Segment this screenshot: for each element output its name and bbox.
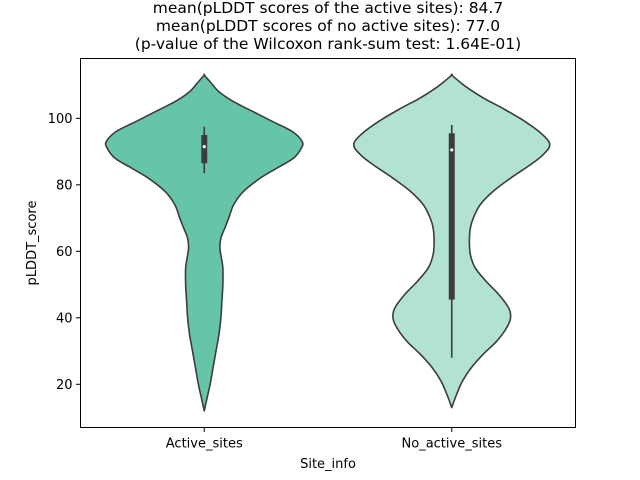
iqr-box: [201, 134, 208, 164]
chart-title: mean(pLDDT scores of the active sites): …: [135, 0, 521, 53]
x-tick-label: No_active_sites: [402, 437, 503, 452]
median-point: [450, 148, 454, 152]
iqr-box: [448, 133, 455, 300]
y-axis: 20 40 60 80 100: [48, 112, 81, 393]
x-tick-label: Active_sites: [166, 437, 243, 452]
x-axis: Active_sites No_active_sites: [166, 427, 503, 452]
median-point: [202, 144, 206, 149]
title-line-1: mean(pLDDT scores of the active sites): …: [153, 0, 503, 17]
plot-frame: [80, 58, 576, 428]
title-line-3: (p-value of the Wilcoxon rank-sum test: …: [135, 35, 521, 53]
y-tick-label: 100: [48, 112, 73, 127]
title-line-2: mean(pLDDT scores of no active sites): 7…: [156, 17, 500, 35]
y-tick-label: 20: [56, 378, 73, 393]
y-tick-label: 40: [56, 311, 73, 326]
y-tick-label: 80: [56, 178, 73, 193]
x-axis-label: Site_info: [300, 457, 356, 472]
y-axis-label: pLDDT_score: [25, 201, 40, 286]
y-tick-label: 60: [56, 245, 73, 260]
violin-active-sites: [104, 73, 304, 412]
box-layer: [201, 124, 455, 358]
